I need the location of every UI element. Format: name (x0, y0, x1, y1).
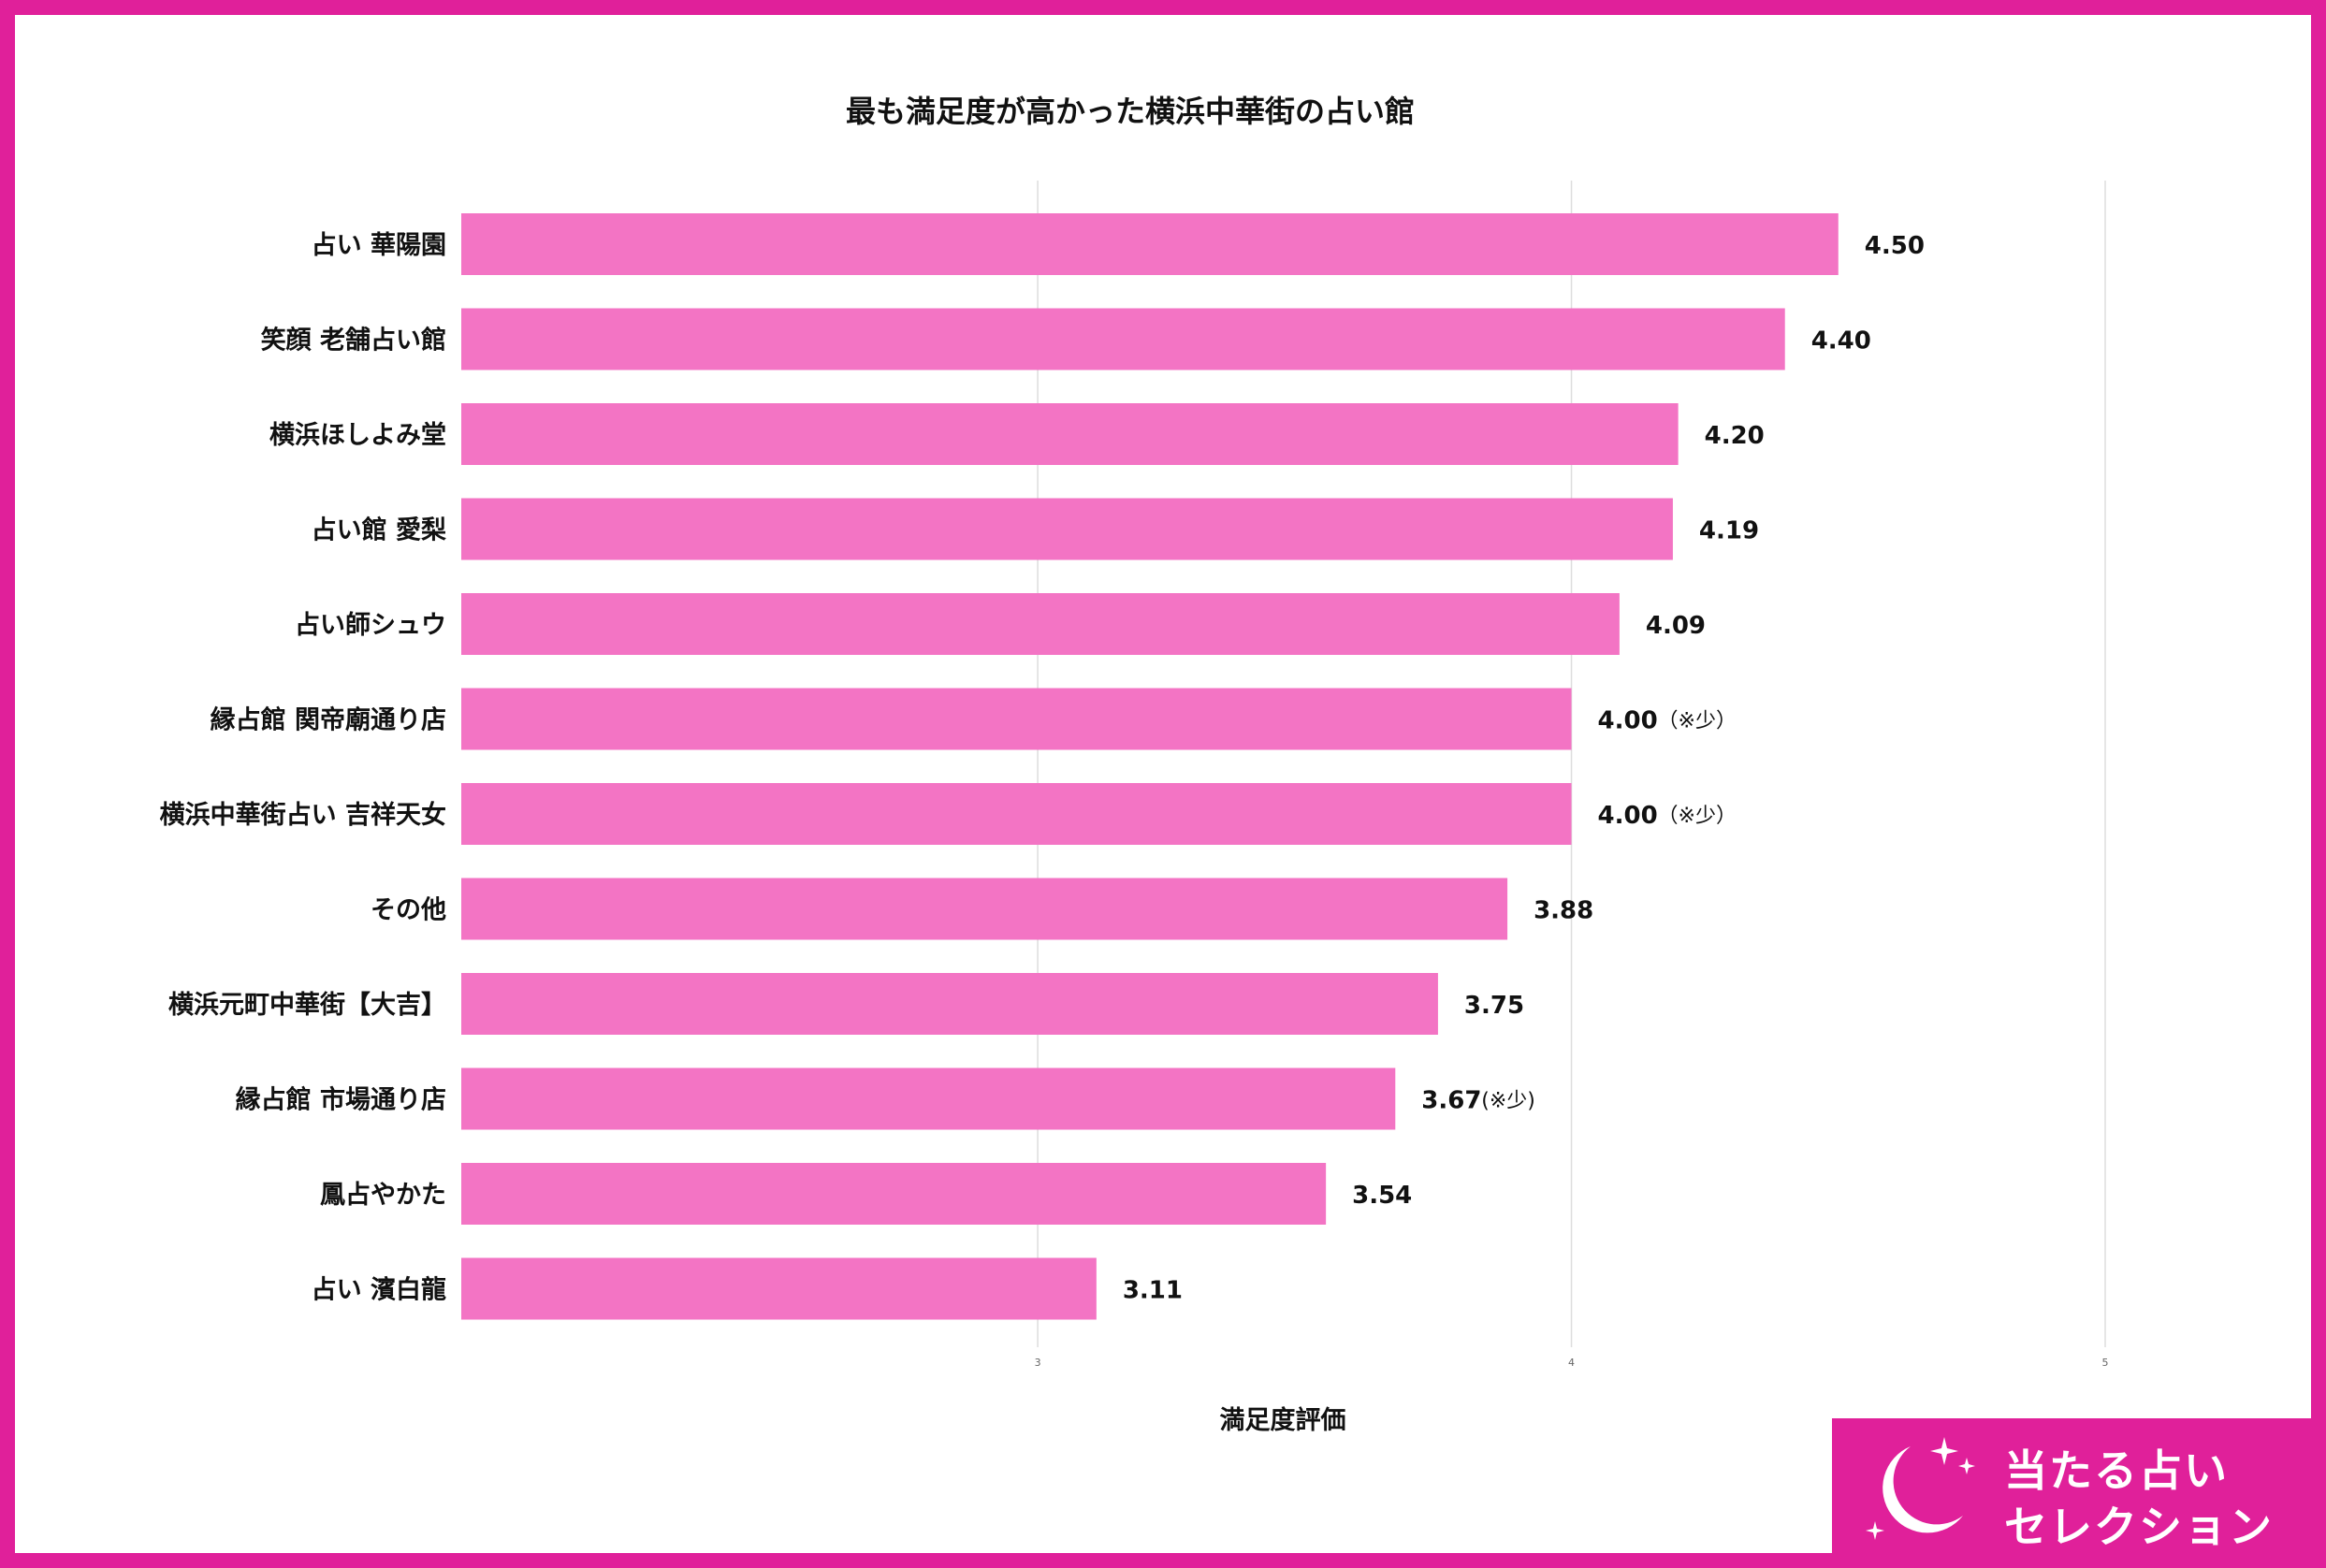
category-label-8: 横浜元町中華街【大吉】 (168, 991, 446, 1020)
category-label-11: 占い 濱白龍 (312, 1275, 446, 1305)
chart-title: 最も満足度が高かった横浜中華街の占い館 (846, 94, 1415, 129)
value-note-5: （※少） (1658, 710, 1737, 733)
bar-9 (461, 1067, 1396, 1130)
x-tick-label-1: 4 (1568, 1357, 1575, 1369)
value-label-1: 4.40 (1811, 327, 1871, 356)
category-label-5: 縁占館 関帝廟通り店 (211, 705, 446, 735)
value-label-6: 4.00 (1598, 802, 1658, 830)
value-label-10: 3.54 (1352, 1182, 1412, 1210)
bar-1 (461, 308, 1785, 370)
bar-3 (461, 498, 1673, 560)
category-label-4: 占い師シュウ (295, 611, 446, 640)
crescent-moon-sparkles-icon (1866, 1437, 1975, 1540)
value-label-5: 4.00 (1598, 707, 1658, 735)
category-label-3: 占い館 愛梨 (312, 515, 446, 545)
value-label-0: 4.50 (1865, 232, 1925, 260)
bar-5 (461, 688, 1572, 750)
value-note-9: (※少) (1481, 1090, 1535, 1113)
x-tick-label-0: 3 (1035, 1357, 1041, 1369)
bar-11 (461, 1257, 1097, 1320)
x-ticks: 3 4 5 (1035, 1357, 2109, 1369)
bars: 占い 華陽園 4.50 笑顔 老舗占い館 4.40 横浜ほしよみ堂 4.20 占い館 愛梨 4… (160, 213, 1925, 1320)
bar-10 (461, 1163, 1327, 1225)
logo-text-line1: 当たる占い (2004, 1445, 2229, 1496)
x-tick-label-2: 5 (2102, 1357, 2109, 1369)
value-label-8: 3.75 (1464, 992, 1524, 1020)
gridlines (1037, 181, 2106, 1347)
bar-2 (461, 403, 1679, 465)
category-label-2: 横浜ほしよみ堂 (269, 421, 446, 450)
value-label-3: 4.19 (1699, 517, 1759, 545)
value-label-4: 4.09 (1646, 612, 1706, 640)
category-label-7: その他 (371, 896, 446, 925)
brand-logo: 当たる占い セレクション (1832, 1418, 2311, 1553)
category-label-10: 鳳占やかた (320, 1181, 446, 1210)
bar-4 (461, 593, 1620, 655)
bar-6 (461, 783, 1572, 845)
value-note-6: （※少） (1658, 805, 1737, 828)
bar-7 (461, 878, 1508, 940)
bar-8 (461, 973, 1438, 1035)
x-axis-title: 満足度評価 (1220, 1405, 1346, 1435)
category-label-6: 横浜中華街占い 吉祥天女 (160, 800, 446, 830)
bar-0 (461, 213, 1839, 275)
value-label-2: 4.20 (1705, 422, 1765, 450)
category-label-9: 縁占館 市場通り店 (236, 1085, 446, 1115)
category-label-0: 占い 華陽園 (312, 231, 446, 260)
logo-text-line2: セレクション (2004, 1502, 2274, 1552)
category-label-1: 笑顔 老舗占い館 (261, 326, 446, 356)
value-label-11: 3.11 (1123, 1277, 1183, 1305)
value-label-9: 3.67 (1421, 1087, 1481, 1115)
value-label-7: 3.88 (1534, 897, 1593, 925)
